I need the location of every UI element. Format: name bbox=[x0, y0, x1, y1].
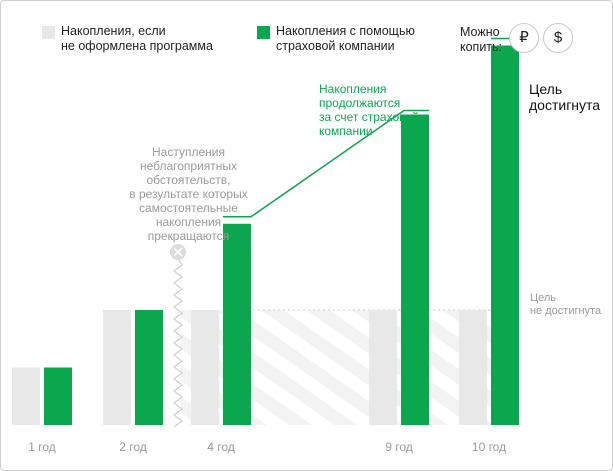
bar-no-program bbox=[369, 310, 397, 425]
legend-label-no-program: Накопления, если не оформлена программа bbox=[61, 24, 213, 53]
annotation-goal-reached: Цель достигнута bbox=[529, 81, 601, 113]
x-tick-label: 4 год bbox=[207, 440, 235, 454]
bar-with-insurer bbox=[401, 114, 429, 425]
bar-no-program bbox=[103, 310, 131, 425]
ruble-button[interactable]: ₽ bbox=[509, 23, 539, 53]
legend-label-with-insurer: Накопления с помощью страховой компании bbox=[276, 24, 415, 53]
legend-swatch-no-program bbox=[42, 26, 55, 39]
x-tick-label: 9 год bbox=[385, 440, 413, 454]
annotation-adverse-events: Наступления неблагоприятных обстоятельст… bbox=[129, 145, 248, 243]
bar-no-program bbox=[12, 367, 40, 425]
bar-with-insurer bbox=[135, 310, 163, 425]
annotation-goal-not-reached: Цель не достигнута bbox=[530, 292, 602, 317]
stop-icon-cross bbox=[173, 247, 183, 257]
x-tick-label: 2 год bbox=[119, 440, 147, 454]
bar-no-program bbox=[459, 310, 487, 425]
bar-with-insurer bbox=[44, 367, 72, 425]
x-tick-label: 10 год bbox=[472, 440, 506, 454]
bar-no-program bbox=[191, 310, 219, 425]
bar-with-insurer bbox=[223, 223, 251, 425]
trend-line bbox=[223, 109, 429, 218]
dollar-button[interactable]: $ bbox=[543, 23, 573, 53]
bar-with-insurer bbox=[491, 45, 519, 425]
currency-label: Можно копить: bbox=[460, 25, 503, 54]
annotation-savings-continue: Накопления продолжаются за счет страхово… bbox=[319, 82, 419, 138]
x-tick-label: 1 год bbox=[28, 440, 56, 454]
legend-swatch-with-insurer bbox=[257, 26, 270, 39]
break-line bbox=[173, 258, 183, 428]
